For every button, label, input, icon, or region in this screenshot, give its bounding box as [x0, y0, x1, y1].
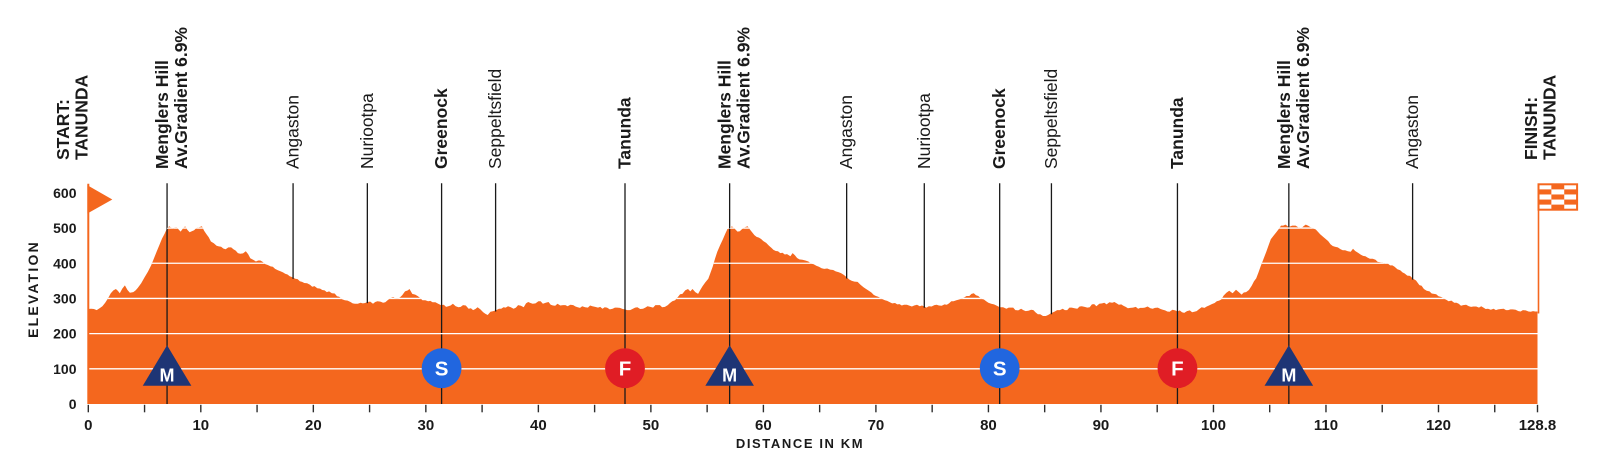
waypoint-label: FINISH: [1521, 97, 1541, 160]
waypoint-label: Angaston [1402, 95, 1422, 169]
finish-flag-check [1538, 199, 1552, 205]
waypoint-label: Seppeltsfield [1041, 69, 1061, 169]
marker-letter: S [435, 357, 449, 380]
marker-triangle [705, 345, 754, 386]
x-tick-label: 60 [755, 417, 772, 434]
marker-letter: S [993, 357, 1007, 380]
waypoint-label: START: [53, 99, 73, 160]
x-tick-label: 0 [84, 417, 92, 434]
x-tick-label: 120 [1426, 417, 1451, 434]
waypoint-label: Seppeltsfield [485, 69, 505, 169]
x-tick-label: 20 [305, 417, 322, 434]
finish-flag-check [1564, 199, 1578, 205]
waypoint-label: Tanunda [1167, 97, 1187, 169]
waypoint-label: Tanunda [614, 97, 634, 169]
finish-flag-check [1551, 204, 1565, 210]
x-axis-title: DISTANCE IN KM [735, 435, 865, 451]
waypoint-label: Greenock [989, 88, 1009, 169]
marker-letter: M [160, 366, 175, 386]
marker-letter: M [722, 366, 737, 386]
waypoint-label: Angaston [283, 95, 303, 169]
y-tick-label: 200 [53, 326, 77, 342]
marker-mountain-classification: M [1264, 345, 1314, 386]
y-axis-title: ELEVATION [25, 240, 41, 338]
marker-triangle [1264, 345, 1314, 386]
x-tick-label: 70 [868, 417, 885, 434]
marker-sprint: S [421, 348, 462, 389]
waypoint-label: Nuriootpa [914, 93, 934, 169]
y-tick-label: 600 [53, 185, 77, 201]
marker-letter: F [619, 357, 632, 380]
waypoint-label: Menglers Hill [152, 60, 172, 169]
finish-flag-check [1564, 189, 1578, 195]
marker-letter: M [1281, 366, 1296, 386]
x-tick-label: 50 [643, 417, 660, 434]
x-tick-label: 10 [192, 417, 209, 434]
y-tick-label: 100 [53, 361, 77, 377]
elevation-area [88, 224, 1538, 404]
finish-flag-check [1538, 189, 1552, 195]
marker-circle [421, 348, 462, 389]
x-tick-label: 80 [980, 417, 997, 434]
start-pennant-flag [87, 185, 113, 214]
waypoint-label: TANUNDA [1540, 74, 1560, 160]
finish-checkered-flag [1537, 183, 1579, 211]
x-tick-label: 100 [1201, 417, 1226, 434]
y-tick-label: 0 [69, 396, 77, 412]
waypoint-label: TANUNDA [71, 74, 91, 160]
marker-sprint: S [979, 348, 1020, 389]
x-tick-label: 40 [530, 417, 547, 434]
x-tick-label: 110 [1314, 417, 1338, 434]
finish-flag-check [1551, 184, 1565, 190]
y-tick-label: 300 [53, 290, 77, 306]
x-tick-label: 30 [418, 417, 435, 434]
marker-circle [605, 348, 645, 389]
marker-circle [979, 348, 1020, 389]
marker-triangle [142, 345, 192, 386]
waypoint-label: Av.Gradient 6.9% [171, 27, 191, 169]
y-tick-label: 400 [53, 255, 77, 271]
waypoint-label: Menglers Hill [1274, 60, 1294, 169]
marker-mountain-classification: M [142, 345, 192, 386]
x-tick-label: 128.8 [1519, 417, 1557, 434]
waypoint-label: Av.Gradient 6.9% [734, 27, 754, 169]
marker-mountain-classification: M [705, 345, 754, 386]
x-tick-label: 90 [1093, 417, 1110, 434]
y-tick-label: 500 [53, 220, 77, 236]
marker-letter: F [1171, 357, 1184, 380]
finish-flag-check [1551, 194, 1565, 200]
waypoint-label: Angaston [836, 95, 856, 169]
marker-feed-zone: F [1157, 348, 1198, 389]
waypoint-label: Menglers Hill [715, 60, 735, 169]
marker-circle [1157, 348, 1198, 389]
waypoint-label: Greenock [431, 88, 451, 169]
waypoint-labels: START:TANUNDA Menglers Hill Av.Gradient 6.… [53, 27, 1560, 169]
axes: 0 100 200 300 400 500 600 0 10 20 30 40 50 60 70 80 90 10… [53, 185, 1556, 434]
marker-feed-zone: F [605, 348, 645, 389]
waypoint-label: Nuriootpa [357, 93, 377, 169]
waypoint-label: Av.Gradient 6.9% [1293, 27, 1313, 169]
